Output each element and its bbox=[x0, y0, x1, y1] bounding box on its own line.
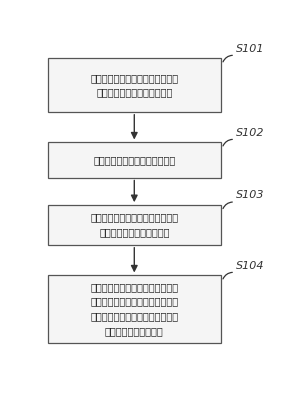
Bar bbox=[48, 276, 221, 343]
Bar bbox=[48, 205, 221, 245]
Text: 设置图像采集参数、硬件调控参数
和超分辨图像处理和重建参数: 设置图像采集参数、硬件调控参数 和超分辨图像处理和重建参数 bbox=[90, 73, 178, 98]
Bar bbox=[48, 58, 221, 112]
Text: 根据超分辨图像处理和重建参数对
采集的图像进行超分辨图像处理和
重建，并根据超分辨图像处理和重
建的结果反馈调控硬件: 根据超分辨图像处理和重建参数对 采集的图像进行超分辨图像处理和 重建，并根据超分… bbox=[90, 282, 178, 336]
Text: S104: S104 bbox=[236, 261, 265, 271]
Text: S102: S102 bbox=[236, 128, 265, 138]
Text: S101: S101 bbox=[236, 44, 265, 54]
Text: S103: S103 bbox=[236, 191, 265, 200]
Bar bbox=[48, 143, 221, 177]
Text: 根据硬件调控参数进行硬件调控: 根据硬件调控参数进行硬件调控 bbox=[93, 155, 175, 165]
Text: 根据采集参数进行图像采集，并根
据采集的图像反馈调控硬件: 根据采集参数进行图像采集，并根 据采集的图像反馈调控硬件 bbox=[90, 212, 178, 237]
